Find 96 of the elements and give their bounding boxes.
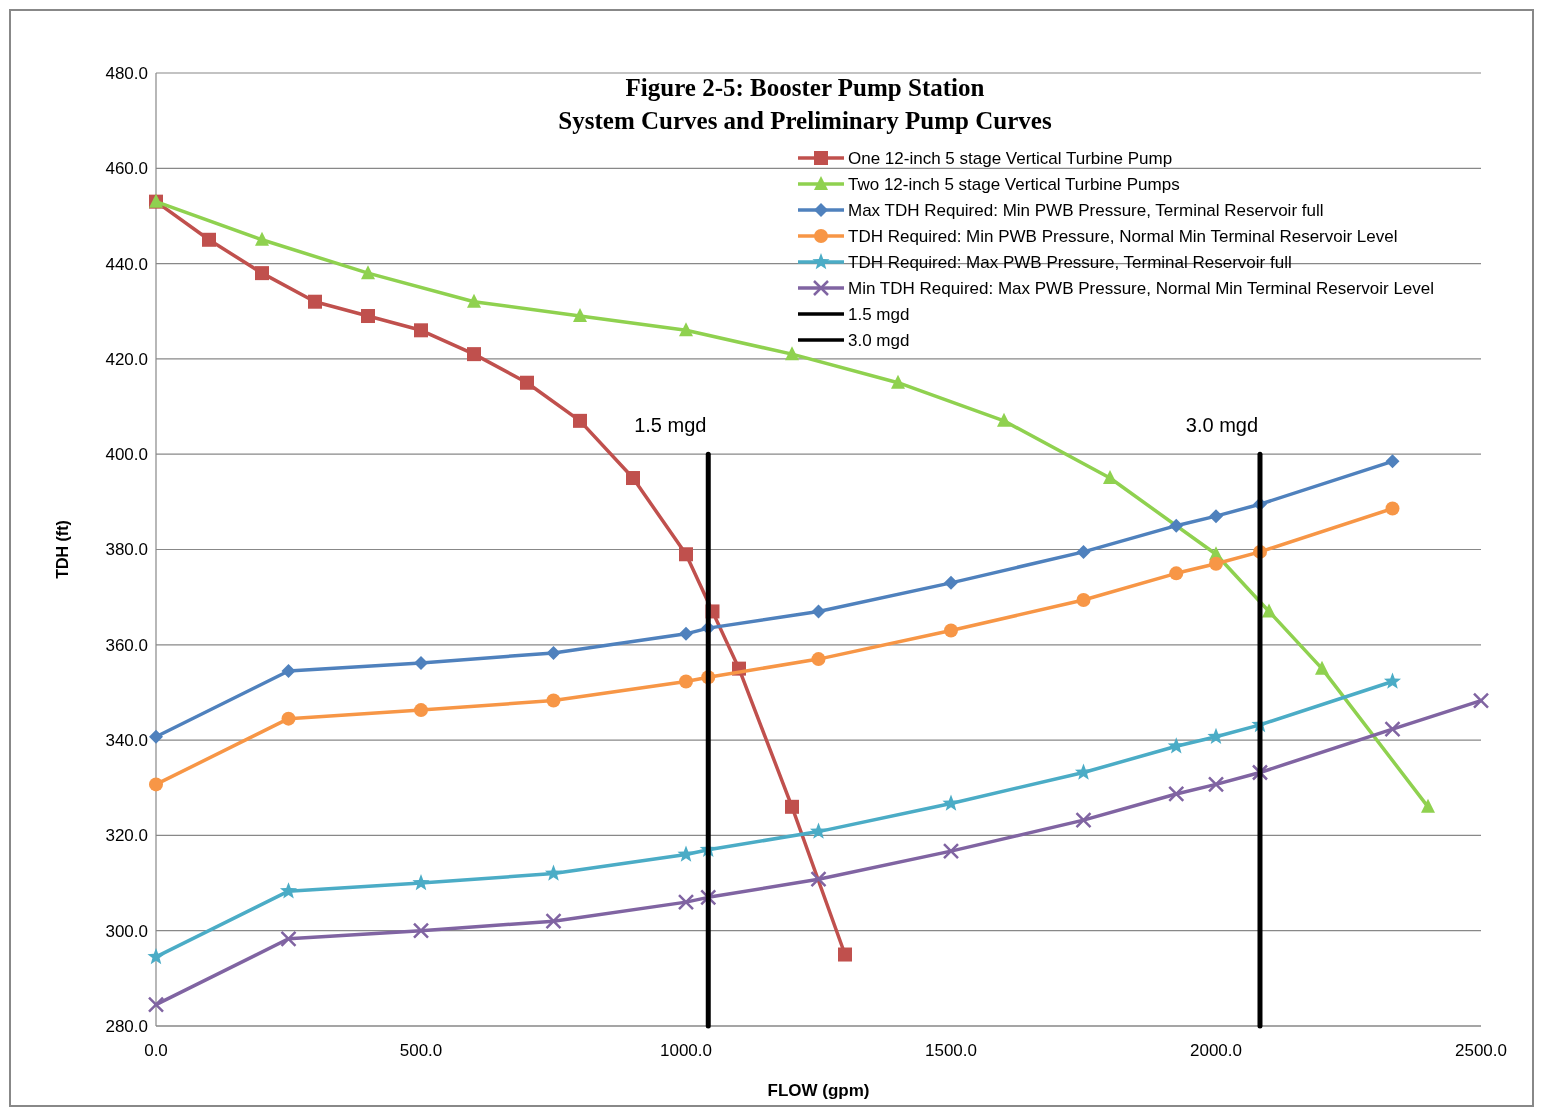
y-axis-title: TDH (ft) <box>54 520 71 579</box>
point <box>809 822 828 839</box>
point <box>1075 811 1092 829</box>
legend-label: Min TDH Required: Max PWB Pressure, Normal Min Terminal Reservoir Level <box>848 278 1435 298</box>
point <box>1209 556 1223 571</box>
point <box>147 996 165 1013</box>
point <box>546 645 561 660</box>
point <box>255 231 269 246</box>
point <box>679 626 693 641</box>
point <box>677 845 695 862</box>
point <box>1103 470 1117 485</box>
point <box>1169 518 1184 533</box>
point <box>467 293 481 308</box>
legend-label: TDH Required: Min PWB Pressure, Normal Min Terminal Reservoir Level <box>848 226 1398 246</box>
point <box>785 346 799 361</box>
point <box>520 375 534 390</box>
point <box>361 309 375 324</box>
point <box>573 308 587 323</box>
annotation: 1.5 mgd <box>634 414 707 437</box>
point <box>1076 593 1091 608</box>
point <box>1209 509 1223 524</box>
point <box>1385 454 1400 469</box>
point <box>810 870 827 888</box>
point <box>280 930 297 948</box>
y-tick-label: 480.0 <box>105 63 148 83</box>
point <box>149 777 163 792</box>
annotation: 3.0 mgd <box>1185 414 1259 437</box>
y-tick-label: 420.0 <box>105 349 148 369</box>
y-tick-label: 440.0 <box>105 254 148 274</box>
point <box>1076 544 1091 559</box>
y-tick-label: 340.0 <box>105 731 148 751</box>
legend-label: Two 12-inch 5 stage Vertical Turbine Pumps <box>848 174 1180 194</box>
point <box>1315 660 1329 675</box>
x-tick-label: 500.0 <box>399 1041 443 1060</box>
point <box>1207 776 1225 793</box>
point <box>891 374 905 389</box>
point <box>279 882 298 899</box>
y-tick-label: 280.0 <box>105 1016 148 1036</box>
point <box>677 893 695 911</box>
point <box>414 655 428 670</box>
point <box>147 947 165 965</box>
y-tick-label: 460.0 <box>105 159 148 179</box>
point <box>679 322 693 337</box>
y-tick-label: 400.0 <box>105 445 148 465</box>
point <box>414 703 428 718</box>
point <box>1168 785 1185 803</box>
point <box>944 623 958 638</box>
point <box>1262 603 1276 618</box>
x-tick-label: 2500.0 <box>1455 1041 1507 1060</box>
y-tick-label: 360.0 <box>105 635 148 655</box>
point <box>1385 501 1400 516</box>
point <box>544 864 563 881</box>
point <box>838 947 852 962</box>
point <box>414 323 428 338</box>
point <box>679 547 693 562</box>
point <box>545 912 562 930</box>
x-tick-label: 1000.0 <box>660 1041 712 1060</box>
point <box>942 842 960 860</box>
legend-label: TDH Required: Max PWB Pressure, Terminal Reservoir full <box>848 252 1292 272</box>
y-tick-label: 320.0 <box>105 826 148 846</box>
point <box>944 575 958 590</box>
point <box>149 729 163 744</box>
point <box>942 794 960 811</box>
text: Figure 2-5: Booster Pump Station System Curves and Preliminary Pump Curves <box>558 74 1052 134</box>
point <box>308 294 322 309</box>
y-tick-label: 380.0 <box>105 540 148 560</box>
point <box>1169 566 1184 581</box>
point <box>1472 692 1490 709</box>
point <box>626 471 640 486</box>
y-tick-label: 300.0 <box>105 921 148 941</box>
legend-label: 3.0 mgd <box>848 330 910 350</box>
x-tick-label: 0.0 <box>144 1041 168 1060</box>
x-tick-label: 1500.0 <box>925 1041 977 1060</box>
legend-label: 1.5 mgd <box>848 304 910 324</box>
point <box>1384 720 1401 738</box>
point <box>1421 798 1435 813</box>
point <box>361 265 375 280</box>
point <box>467 347 481 362</box>
point <box>281 711 296 726</box>
point <box>997 412 1011 427</box>
point <box>412 922 430 939</box>
point <box>546 693 561 708</box>
x-tick-label: 2000.0 <box>1190 1041 1242 1060</box>
point <box>679 674 693 689</box>
point <box>281 664 296 679</box>
legend-label: One 12-inch 5 stage Vertical Turbine Pump <box>848 148 1173 168</box>
point <box>412 874 430 891</box>
x-axis-title: FLOW (gpm) <box>767 1081 870 1100</box>
point <box>811 652 826 667</box>
legend-label: Max TDH Required: Min PWB Pressure, Terminal Reservoir full <box>848 200 1324 220</box>
point <box>573 413 587 428</box>
point <box>255 266 269 281</box>
point <box>1383 672 1402 689</box>
point <box>202 232 216 247</box>
point <box>785 799 799 814</box>
point <box>811 604 826 619</box>
